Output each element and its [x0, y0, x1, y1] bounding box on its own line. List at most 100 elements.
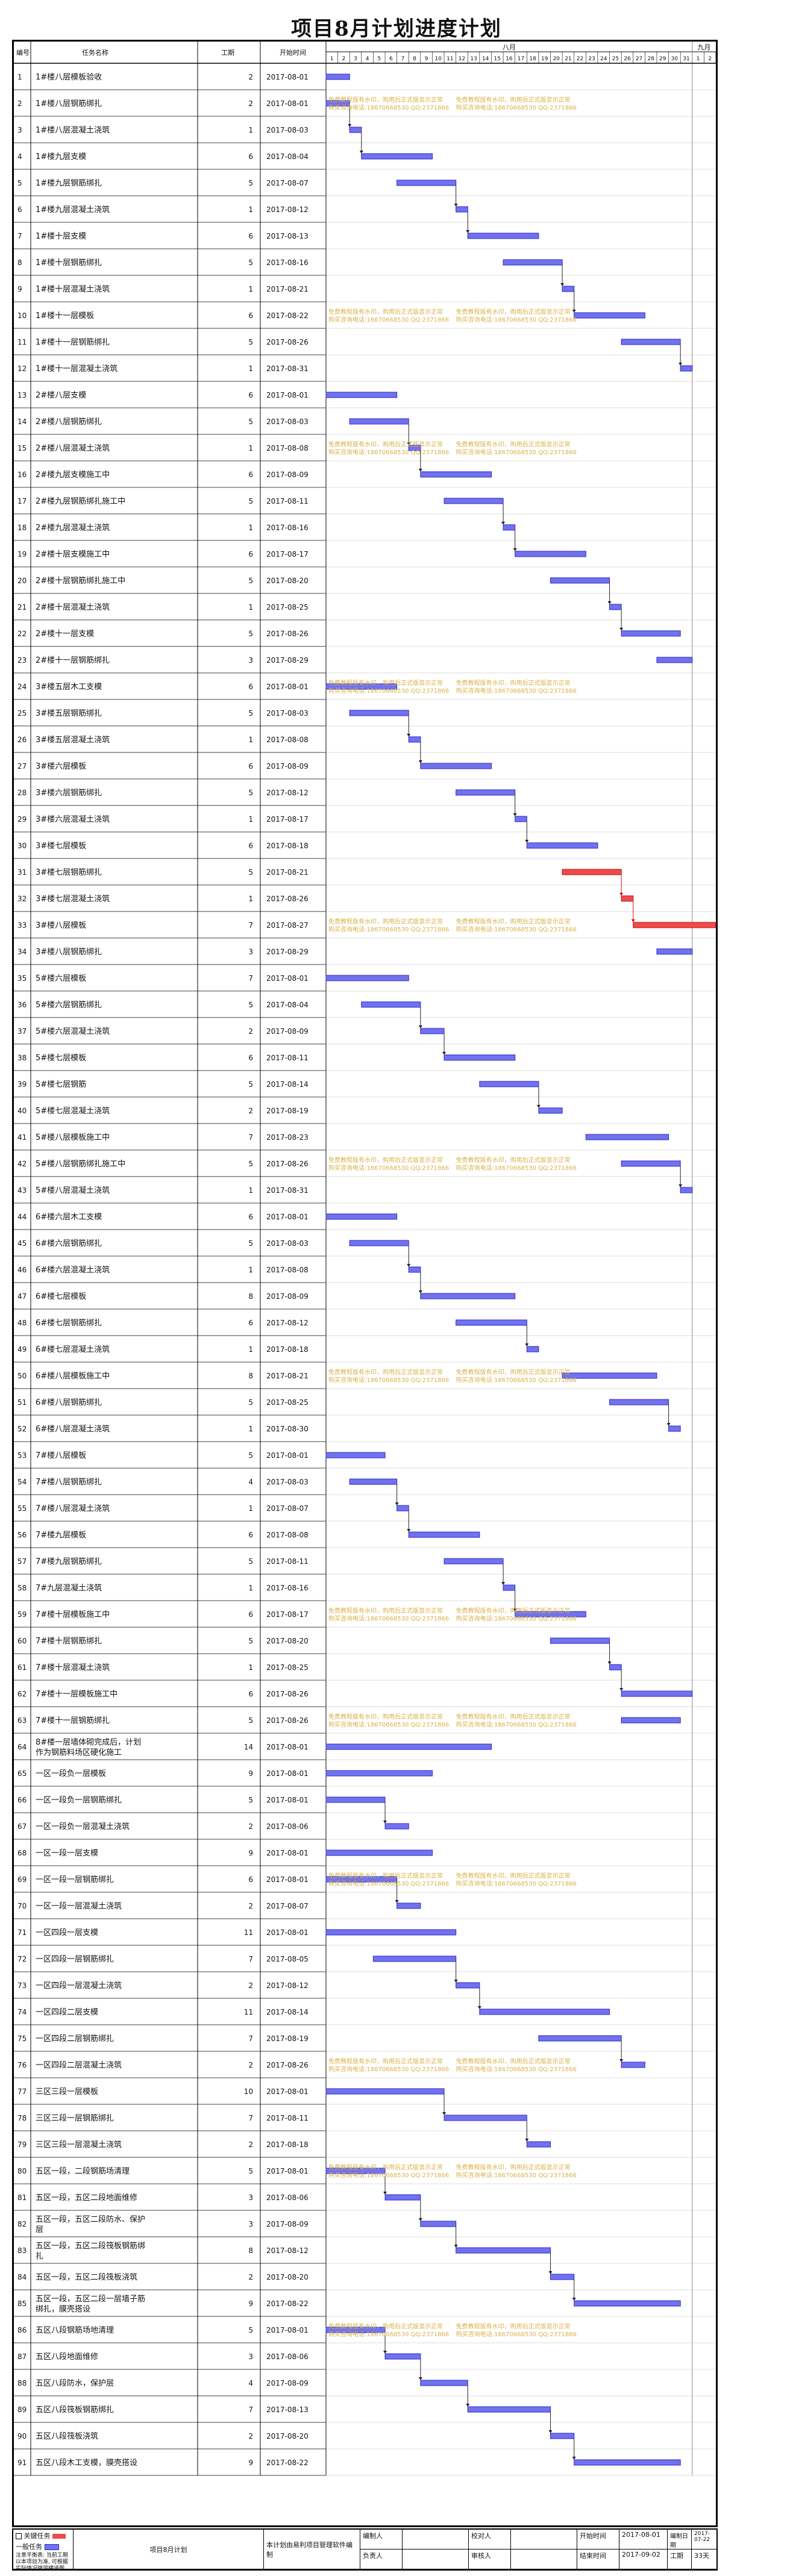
task-id: 72 [17, 1955, 27, 1963]
task-name-cont: 层 [36, 2225, 43, 2234]
task-id: 59 [17, 1610, 27, 1619]
watermark-text: 免费教程版有水印，购用后正式版显示正常 [328, 308, 443, 316]
task-duration: 1 [248, 1266, 253, 1274]
watermark-text: 购买咨询电话:18670668530 QQ:2371866 [328, 1880, 449, 1887]
task-id: 3 [17, 126, 22, 134]
task-start: 2017-08-03 [266, 126, 309, 134]
task-bar [585, 1134, 669, 1140]
task-id: 17 [17, 497, 27, 505]
task-duration: 5 [248, 417, 253, 426]
watermark-text: 免费教程版有水印，购用后正式版显示正常 [328, 2322, 443, 2330]
dependency-arrowhead [383, 2351, 387, 2354]
compiler-value [403, 2530, 469, 2549]
task-duration: 2 [248, 1027, 253, 1036]
dependency-arrowhead [454, 1980, 458, 1983]
task-id: 13 [17, 391, 27, 399]
task-start: 2017-08-29 [266, 948, 309, 956]
task-bar [456, 1319, 527, 1326]
task-start: 2017-08-16 [266, 258, 309, 267]
task-start: 2017-08-17 [266, 1610, 309, 1619]
dependency-arrowhead [418, 469, 422, 472]
task-name: 五区八段防水，保护层 [36, 2378, 114, 2388]
task-name: 1#楼八层混凝土浇筑 [36, 125, 110, 135]
header-day: 29 [659, 56, 666, 62]
dependency-arrowhead [466, 2404, 470, 2407]
task-bar [349, 127, 362, 133]
header-day: 11 [447, 56, 453, 62]
task-id: 60 [17, 1637, 27, 1645]
task-id: 74 [17, 2008, 27, 2016]
task-duration: 9 [248, 1769, 253, 1778]
dependency-arrowhead [525, 840, 529, 843]
task-bar [621, 1160, 681, 1167]
dependency-arrowhead [407, 442, 411, 445]
watermark-text: 购买咨询电话:18670668530 QQ:2371866 [328, 1721, 449, 1728]
task-bar [456, 206, 468, 213]
task-bar [621, 1717, 681, 1724]
task-bar [420, 1293, 516, 1299]
task-bar [420, 471, 492, 478]
task-bar [325, 2168, 386, 2174]
task-name: 1#楼十层钢筋绑扎 [36, 258, 102, 267]
task-id: 91 [17, 2459, 27, 2467]
task-name: 6#楼六层混凝土浇筑 [36, 1265, 110, 1275]
task-start: 2017-08-12 [266, 1319, 309, 1327]
task-duration: 2 [248, 2273, 253, 2281]
task-name: 2#楼十层支模施工中 [36, 550, 110, 559]
task-id: 77 [17, 2087, 27, 2096]
task-start: 2017-08-09 [266, 470, 309, 479]
task-name: 2#楼九层支模施工中 [36, 470, 110, 480]
task-duration: 6 [248, 232, 253, 240]
task-duration: 10 [244, 2087, 253, 2096]
task-start: 2017-08-13 [266, 2406, 309, 2414]
task-start: 2017-08-09 [266, 2220, 309, 2228]
task-name: 2#楼八层混凝土浇筑 [36, 443, 110, 453]
dependency-arrowhead [619, 893, 624, 896]
task-id: 69 [17, 1875, 27, 1884]
task-duration: 2 [248, 1822, 253, 1831]
header-row [14, 42, 716, 63]
task-start: 2017-08-19 [266, 2034, 309, 2043]
header-day: 28 [647, 56, 654, 62]
plan-end-value: 2017-09-02 [619, 2549, 668, 2569]
task-start: 2017-08-01 [266, 2167, 309, 2175]
task-id: 25 [17, 709, 27, 717]
task-bar [680, 1187, 693, 1193]
auditor-value [511, 2549, 577, 2569]
task-name: 5#楼六层模板 [36, 974, 86, 983]
task-start: 2017-08-03 [266, 417, 309, 426]
task-id: 82 [17, 2220, 27, 2228]
legend-critical-swatch [52, 2534, 66, 2539]
total-label: 工期 [668, 2549, 692, 2569]
dependency-arrowhead [418, 1025, 422, 1028]
dependency-arrowhead [383, 1821, 387, 1824]
task-name: 3#楼七层模板 [36, 842, 86, 851]
task-duration: 3 [248, 2352, 253, 2361]
dependency-arrowhead [418, 760, 422, 763]
task-bar [503, 524, 516, 531]
task-id: 11 [17, 338, 27, 346]
header-day: 1 [330, 56, 334, 62]
watermark-text: 免费教程版有水印，购用后正式版显示正常 [456, 2322, 571, 2330]
task-name: 三区三段一层混凝土浇筑 [36, 2140, 122, 2149]
task-duration: 1 [248, 1584, 253, 1592]
task-start: 2017-08-25 [266, 603, 309, 611]
task-bar [467, 2406, 551, 2413]
task-bar [325, 2327, 386, 2333]
header-day: 17 [518, 56, 524, 62]
watermark-text: 免费教程版有水印，购用后正式版显示正常 [456, 308, 571, 316]
task-name: 3#楼七层混凝土浇筑 [36, 894, 110, 904]
header-day: 7 [401, 56, 405, 62]
dependency-arrowhead [348, 124, 352, 127]
dependency-arrowhead [442, 2112, 447, 2115]
dependency-arrowhead [572, 2457, 576, 2460]
task-duration: 2 [248, 1107, 253, 1115]
task-start: 2017-08-21 [266, 1372, 309, 1380]
dependency-arrowhead [442, 1052, 447, 1055]
legend-cell: 关键任务 一般任务 注意平衡表: 当前工期以本项目为准, 可根据实际情况微调横道… [13, 2530, 74, 2569]
task-start: 2017-08-01 [266, 1796, 309, 1804]
task-duration: 1 [248, 1186, 253, 1195]
task-duration: 6 [248, 842, 253, 850]
task-id: 68 [17, 1849, 27, 1857]
task-id: 76 [17, 2061, 27, 2069]
